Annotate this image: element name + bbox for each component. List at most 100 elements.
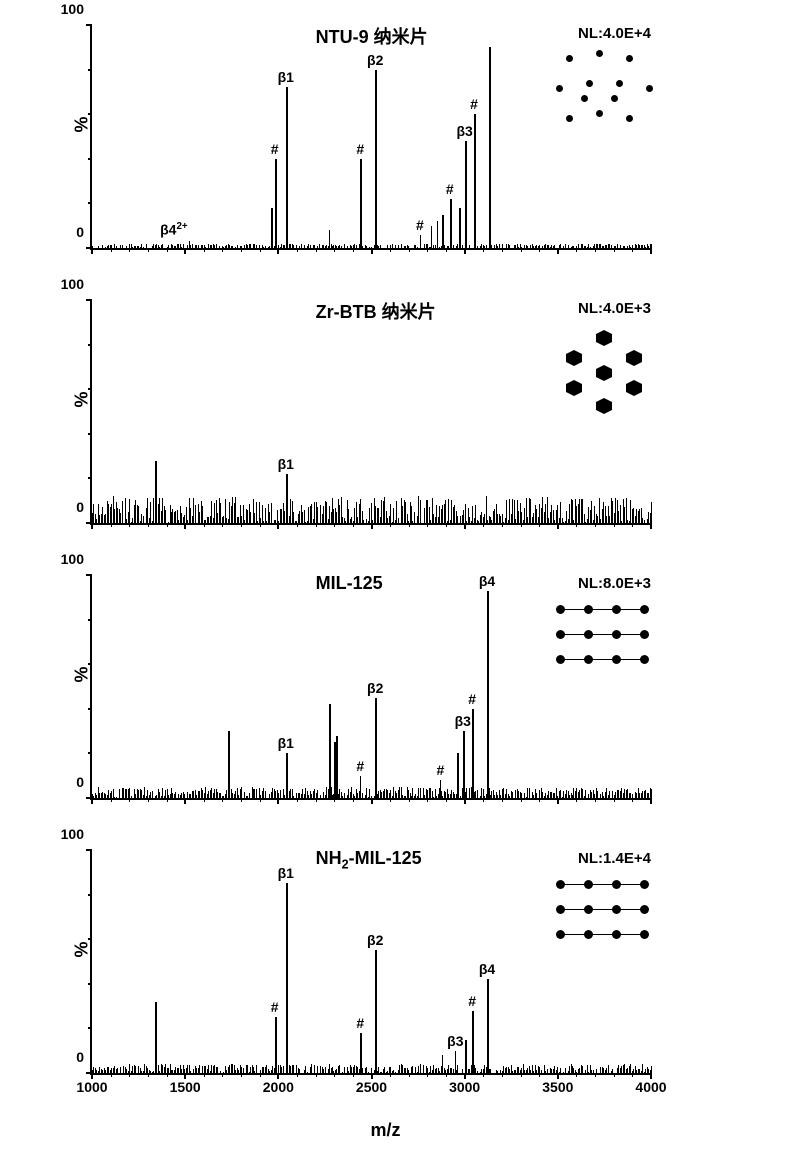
- spectrum-peak: [455, 1051, 456, 1073]
- spectrum-peak: [437, 221, 438, 248]
- spectrum-peak: [457, 753, 459, 798]
- spectrum-peak: [472, 709, 474, 798]
- spectrum-peak: [275, 159, 277, 248]
- spectrum-peak: [286, 87, 288, 248]
- peak-label: #: [356, 758, 364, 774]
- spectrum-peak: [375, 698, 377, 798]
- panel-title: NTU-9 纳米片: [316, 23, 428, 49]
- x-tick-label: 4000: [635, 1079, 666, 1095]
- spectrum-peak: [375, 70, 377, 248]
- spectrum-peak: [360, 159, 362, 248]
- spectrum-peak: [329, 230, 330, 248]
- nl-label: NL:4.0E+4: [578, 25, 651, 42]
- peak-label: #: [468, 691, 476, 707]
- spectrum-peak: [329, 704, 331, 798]
- spectrum-peak: [360, 1033, 362, 1073]
- spectrum-panel: 0100%β42+#β1#β2##β3#NTU-9 纳米片NL:4.0E+4: [60, 20, 761, 280]
- spectrum-peak: [440, 780, 441, 798]
- spectrum-peak: [286, 753, 288, 798]
- structure-icon: [546, 870, 656, 960]
- spectrum-peak: [275, 1017, 277, 1073]
- x-tick-label: 3500: [542, 1079, 573, 1095]
- spectrum-peak: [336, 736, 338, 798]
- peak-label: #: [356, 141, 364, 157]
- plot-area: 0100%β1Zr-BTB 纳米片NL:4.0E+3: [90, 300, 651, 525]
- spectrum-peak: [442, 1055, 443, 1073]
- peak-label: #: [356, 1015, 364, 1031]
- x-tick-label: 3000: [449, 1079, 480, 1095]
- panel-title: NH2-MIL-125: [316, 848, 422, 872]
- panel-title: MIL-125: [316, 573, 383, 594]
- y-tick-label: 0: [54, 499, 84, 515]
- x-axis-label: m/z: [10, 1120, 761, 1141]
- peak-label: #: [470, 96, 478, 112]
- spectrum-peak: [465, 141, 467, 248]
- y-tick-label: 0: [54, 774, 84, 790]
- spectrum-peak: [271, 208, 273, 248]
- peak-label: β1: [278, 865, 294, 881]
- plot-area: 0100%1000150020002500300035004000#β1#β2β…: [90, 850, 651, 1075]
- y-axis-label: %: [72, 392, 93, 408]
- spectrum-peak: [489, 47, 491, 248]
- peak-label: β3: [455, 713, 471, 729]
- spectrum-peak: [459, 208, 461, 248]
- peak-label: #: [416, 217, 424, 233]
- spectrum-peak: [487, 591, 489, 798]
- nl-label: NL:8.0E+3: [578, 575, 651, 592]
- spectrum-peak: [286, 474, 288, 523]
- y-axis-label: %: [72, 942, 93, 958]
- nl-label: NL:4.0E+3: [578, 300, 651, 317]
- spectrum-panel: 0100%β1Zr-BTB 纳米片NL:4.0E+3: [60, 295, 761, 555]
- y-tick-label: 0: [54, 224, 84, 240]
- y-tick-label: 100: [54, 276, 84, 292]
- peak-label: β3: [456, 123, 472, 139]
- peak-label: #: [468, 993, 476, 1009]
- figure-container: 0 100% β42+ # β1 # β2 # # β3 # NTU-9 纳米片 NL:4.0E+4 0 1…: [0, 0, 791, 1171]
- spectrum-peak: [375, 950, 377, 1073]
- spectrum-peak: [474, 114, 476, 248]
- spectrum-panel: 0100%β1#β2#β3#β4MIL-125NL:8.0E+3: [60, 570, 761, 830]
- peak-label: β2: [367, 680, 383, 696]
- structure-icon: [546, 320, 656, 410]
- spectrum-peak: [465, 1040, 467, 1073]
- spectrum-peak: [360, 776, 361, 798]
- x-tick-label: 1000: [76, 1079, 107, 1095]
- panels-container: 0100%β42+#β1#β2##β3#NTU-9 纳米片NL:4.0E+401…: [60, 20, 761, 1105]
- spectrum-peak: [472, 1011, 474, 1073]
- peak-label: β2: [367, 932, 383, 948]
- plot-area: 0100%β1#β2#β3#β4MIL-125NL:8.0E+3: [90, 575, 651, 800]
- peak-label: #: [437, 762, 445, 778]
- plot-area: 0100%β42+#β1#β2##β3#NTU-9 纳米片NL:4.0E+4: [90, 25, 651, 250]
- peak-label: β2: [367, 52, 383, 68]
- structure-icon: [546, 595, 656, 685]
- peak-label: β42+: [160, 221, 188, 238]
- peak-label: β1: [278, 456, 294, 472]
- nl-label: NL:1.4E+4: [578, 850, 651, 867]
- panel-title: Zr-BTB 纳米片: [316, 298, 436, 324]
- spectrum-peak: [487, 979, 489, 1073]
- structure-icon: [546, 45, 656, 135]
- spectrum-panel: 0100%1000150020002500300035004000#β1#β2β…: [60, 845, 761, 1105]
- x-tick-label: 1500: [170, 1079, 201, 1095]
- spectrum-peak: [155, 1002, 157, 1073]
- peak-label: β1: [278, 735, 294, 751]
- y-tick-label: 100: [54, 1, 84, 17]
- spectrum-peak: [420, 235, 421, 248]
- spectrum-peak: [189, 241, 190, 248]
- y-axis-label: %: [72, 667, 93, 683]
- peak-label: #: [446, 181, 454, 197]
- spectrum-peak: [442, 215, 444, 248]
- peak-label: #: [271, 999, 279, 1015]
- peak-label: #: [271, 141, 279, 157]
- spectrum-peak: [228, 731, 230, 798]
- x-tick-label: 2000: [263, 1079, 294, 1095]
- x-tick-label: 2500: [356, 1079, 387, 1095]
- y-axis-label: %: [72, 117, 93, 133]
- spectrum-peak: [155, 461, 157, 523]
- spectrum-peak: [431, 226, 432, 248]
- spectrum-peak: [450, 199, 452, 248]
- peak-label: β4: [479, 573, 495, 589]
- peak-label: β3: [447, 1033, 463, 1049]
- y-tick-label: 100: [54, 551, 84, 567]
- spectrum-peak: [286, 883, 288, 1073]
